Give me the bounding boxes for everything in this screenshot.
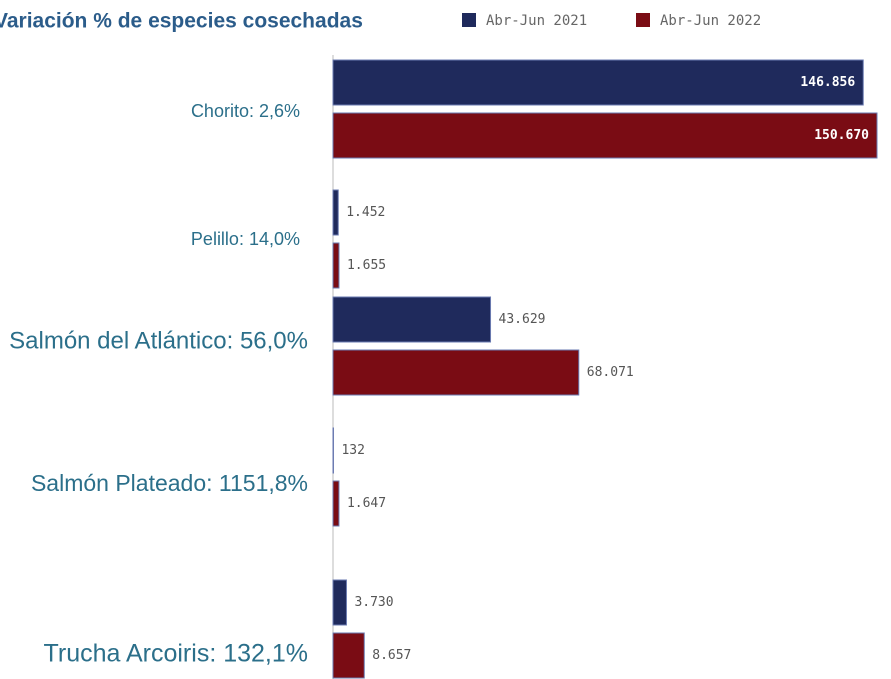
value-label: 3.730	[354, 595, 393, 610]
value-label: 8.657	[372, 648, 411, 663]
chart-title: Variación % de especies cosechadas	[0, 10, 363, 33]
value-label: 1.452	[346, 205, 385, 220]
category-label: Chorito: 2,6%	[191, 101, 300, 121]
legend-swatch	[462, 13, 476, 27]
legend-label: Abr-Jun 2021	[486, 13, 587, 29]
bar	[332, 296, 492, 343]
value-label: 1.647	[347, 496, 386, 511]
category-label: Salmón del Atlántico: 56,0%	[9, 327, 308, 354]
bar	[332, 242, 340, 289]
bar	[332, 480, 340, 527]
bar	[332, 632, 365, 679]
value-label: 1.655	[347, 258, 386, 273]
category-label: Trucha Arcoiris: 132,1%	[44, 640, 308, 668]
category-label: Pelillo: 14,0%	[191, 229, 300, 249]
bar	[332, 59, 864, 106]
legend-label: Abr-Jun 2022	[660, 13, 761, 29]
value-label: 132	[341, 443, 364, 458]
bar	[332, 349, 580, 396]
bar	[332, 112, 878, 159]
legend-swatch	[636, 13, 650, 27]
value-label: 68.071	[587, 365, 634, 380]
bar	[332, 189, 339, 236]
value-label: 43.629	[499, 312, 546, 327]
bar	[332, 579, 347, 626]
value-label: 146.856	[800, 75, 855, 90]
value-label: 150.670	[814, 128, 869, 143]
category-label: Salmón Plateado: 1151,8%	[31, 470, 308, 496]
